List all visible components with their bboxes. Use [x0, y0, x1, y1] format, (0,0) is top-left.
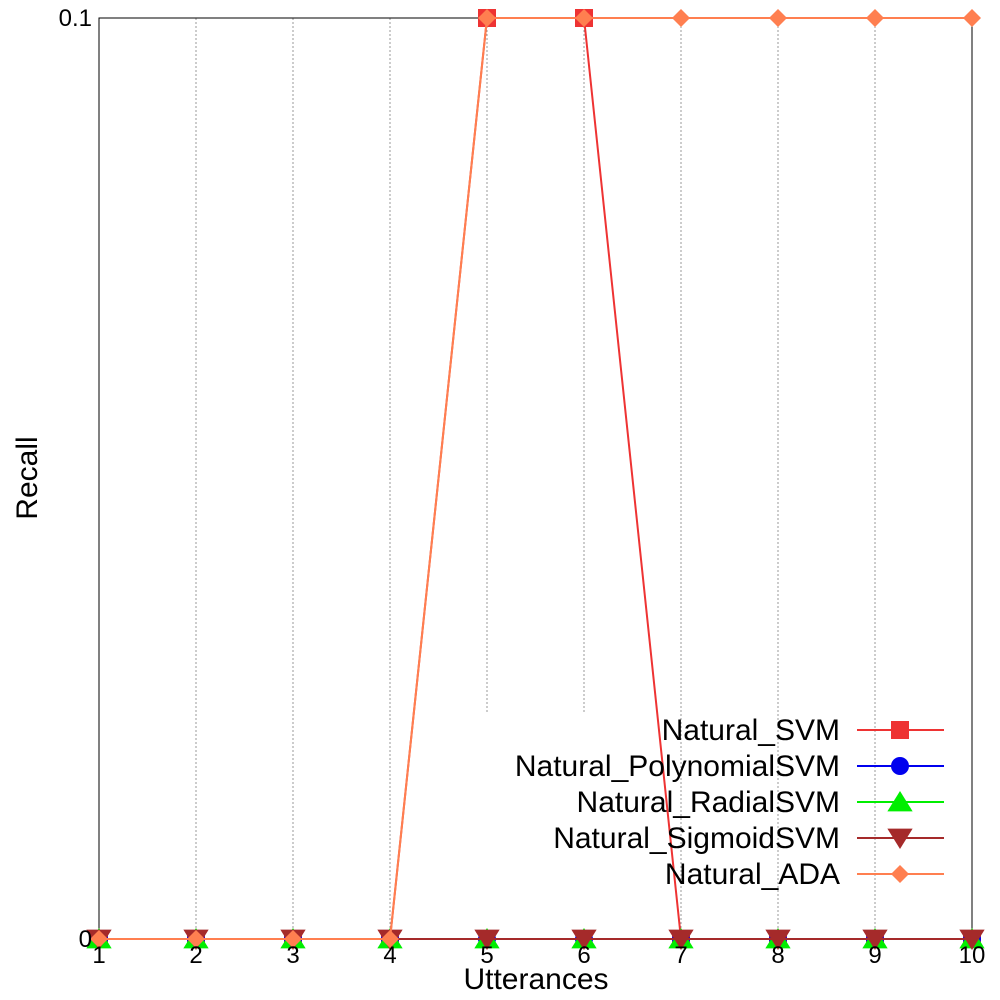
legend-label: Natural_SVM [662, 714, 840, 747]
data-point [478, 9, 496, 27]
legend: Natural_SVMNatural_PolynomialSVMNatural_… [515, 714, 944, 891]
data-point [963, 9, 981, 27]
data-point [474, 929, 500, 950]
data-point [381, 930, 399, 948]
y-tick-label: 0.1 [59, 5, 92, 32]
x-tick-label: 6 [577, 942, 590, 969]
legend-marker [891, 757, 909, 775]
data-point [769, 9, 787, 27]
data-point [672, 9, 690, 27]
legend-marker [891, 721, 909, 739]
y-tick-label: 0 [79, 926, 92, 953]
legend-marker [891, 865, 909, 883]
x-tick-label: 2 [189, 942, 202, 969]
legend-marker [887, 791, 913, 812]
grid [195, 18, 876, 939]
data-point [575, 9, 593, 27]
data-point [959, 929, 985, 950]
data-point [668, 929, 694, 950]
x-tick-label: 8 [771, 942, 784, 969]
data-point [187, 930, 205, 948]
legend-label: Natural_PolynomialSVM [515, 750, 840, 783]
x-tick-label: 10 [959, 942, 986, 969]
x-tick-label: 1 [92, 942, 105, 969]
x-tick-label: 7 [674, 942, 687, 969]
x-tick-label: 9 [868, 942, 881, 969]
x-tick-label: 4 [383, 942, 396, 969]
series-layer [86, 9, 985, 950]
legend-label: Natural_RadialSVM [577, 786, 840, 819]
data-point [571, 929, 597, 950]
data-point [284, 930, 302, 948]
data-point [90, 930, 108, 948]
x-axis-label: Utterances [463, 963, 608, 996]
series-line [99, 17, 972, 940]
data-point [862, 929, 888, 950]
data-point [765, 929, 791, 950]
y-axis-label: Recall [11, 436, 44, 519]
legend-marker [887, 828, 913, 849]
data-point [866, 9, 884, 27]
legend-label: Natural_SigmoidSVM [553, 822, 840, 855]
series-Natural_ADA [90, 9, 981, 948]
tick-labels: 1 2 3 4 5 6 7 8 9 10 0 0.1 [59, 5, 986, 969]
x-tick-label: 5 [480, 942, 493, 969]
legend-label: Natural_ADA [665, 858, 840, 891]
x-tick-label: 3 [286, 942, 299, 969]
